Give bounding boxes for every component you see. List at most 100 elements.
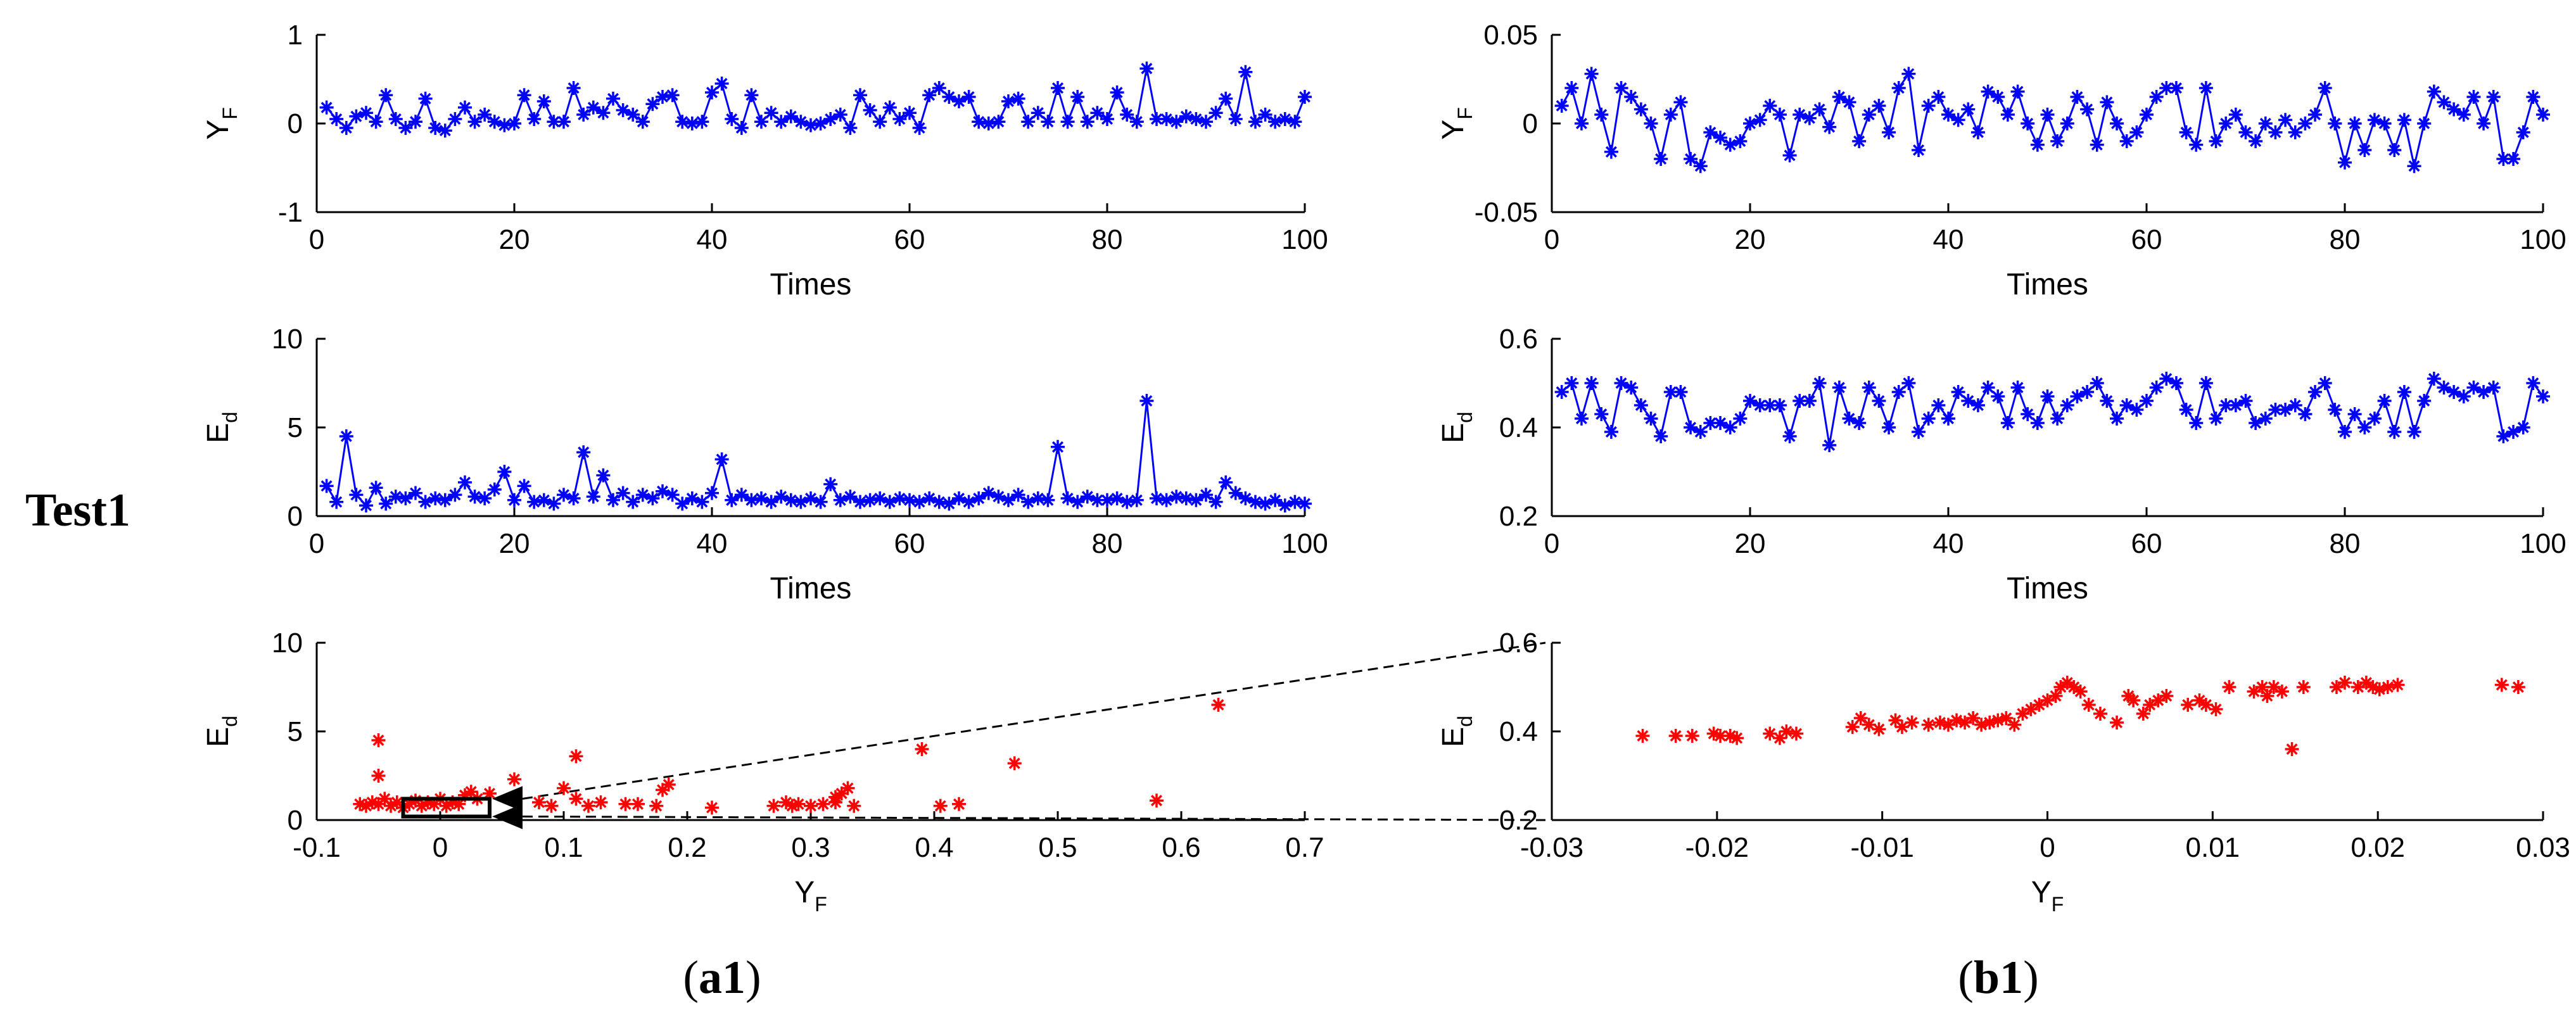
data-point [1060,491,1075,505]
data-point [606,91,620,106]
data-point [766,799,781,813]
data-point [635,488,650,502]
data-point [1554,385,1569,399]
data-point [593,795,608,809]
data-point [1634,102,1648,117]
data-point [1129,493,1144,507]
data-point [991,115,1006,129]
data-point [2140,108,2154,122]
data-point [1248,115,1262,129]
data-point [804,799,818,813]
data-point [1832,381,1846,395]
data-point [1713,130,1728,145]
data-point [1031,106,1045,120]
data-point [1060,115,1075,129]
data-point [339,121,353,135]
data-point [409,486,422,500]
data-point [2159,689,2174,703]
x-axis-title: YF [794,876,827,916]
data-point [2278,113,2293,127]
data-point [1574,117,1589,130]
data-point [804,118,818,132]
data-point [1654,152,1668,166]
data-point [2329,680,2344,694]
data-point [863,493,877,507]
x-tick-label: 40 [697,528,728,559]
data-point [1951,385,1965,399]
x-tick-label: 0.6 [1162,832,1200,863]
data-point [2110,412,2124,426]
data-point [1139,394,1154,408]
data-point [1634,398,1648,412]
data-point [1853,711,1868,725]
data-point [1041,493,1055,507]
data-point [1604,144,1618,159]
data-point [2516,420,2530,434]
data-point [952,797,966,811]
x-tick-label: 80 [2330,528,2361,559]
data-point [2397,113,2411,127]
y-axis-title: YF [1437,107,1476,140]
data-point [1862,108,1876,122]
data-point [685,491,699,505]
data-point [1812,376,1827,390]
data-point [1723,137,1737,152]
data-point [339,429,353,443]
data-point [1238,491,1253,505]
data-point [1298,90,1312,104]
data-point [843,490,858,504]
data-point [1782,148,1797,163]
data-point [2427,372,2441,386]
data-point [2021,117,2035,130]
data-point [1901,66,1916,81]
x-tick-label: 0.7 [1285,832,1324,863]
zoom-arrow-top [492,786,523,812]
data-point [1179,109,1193,123]
x-tick-label: 0.3 [791,832,830,863]
data-point [705,800,719,815]
data-point [1852,134,1867,148]
data-point [2466,381,2481,395]
data-point [1584,66,1599,81]
data-point [912,121,927,135]
data-point [2119,398,2134,412]
panel-label-a: (a1) [683,952,761,1004]
row-label: Test1 [25,484,130,536]
panel-label-b-text: b1 [1974,952,2023,1004]
x-tick-label: 40 [697,224,728,255]
data-point [952,94,966,108]
data-point [1080,490,1094,504]
x-axis-title: Times [770,268,852,301]
data-point [665,488,680,502]
data-point [418,91,433,106]
y-axis-title-subscript: d [1454,412,1476,423]
data-point [448,112,462,126]
data-point [2494,678,2509,692]
data-point [2456,389,2471,403]
data-point [371,797,386,811]
data-point [912,495,927,509]
data-point [458,475,472,490]
data-point [2466,90,2481,104]
data-point [2511,680,2525,694]
data-point [507,772,521,786]
data-point [606,493,620,507]
data-point [1684,152,1698,166]
data-point [1974,717,1989,732]
data-point [2151,693,2166,707]
data-point [892,112,907,126]
data-point [1614,81,1628,95]
data-point [2228,398,2243,412]
data-point [2367,412,2382,426]
x-tick-label: 60 [894,528,925,559]
data-point [1931,398,1946,412]
data-point [932,81,946,95]
data-point [2238,394,2253,408]
x-tick-label: 40 [1933,224,1964,255]
data-point [2093,707,2107,721]
x-tick-label: -0.02 [1685,832,1749,863]
data-point [1150,112,1164,126]
data-point [794,115,808,129]
x-tick-label: 60 [894,224,925,255]
data-point [2367,113,2382,127]
